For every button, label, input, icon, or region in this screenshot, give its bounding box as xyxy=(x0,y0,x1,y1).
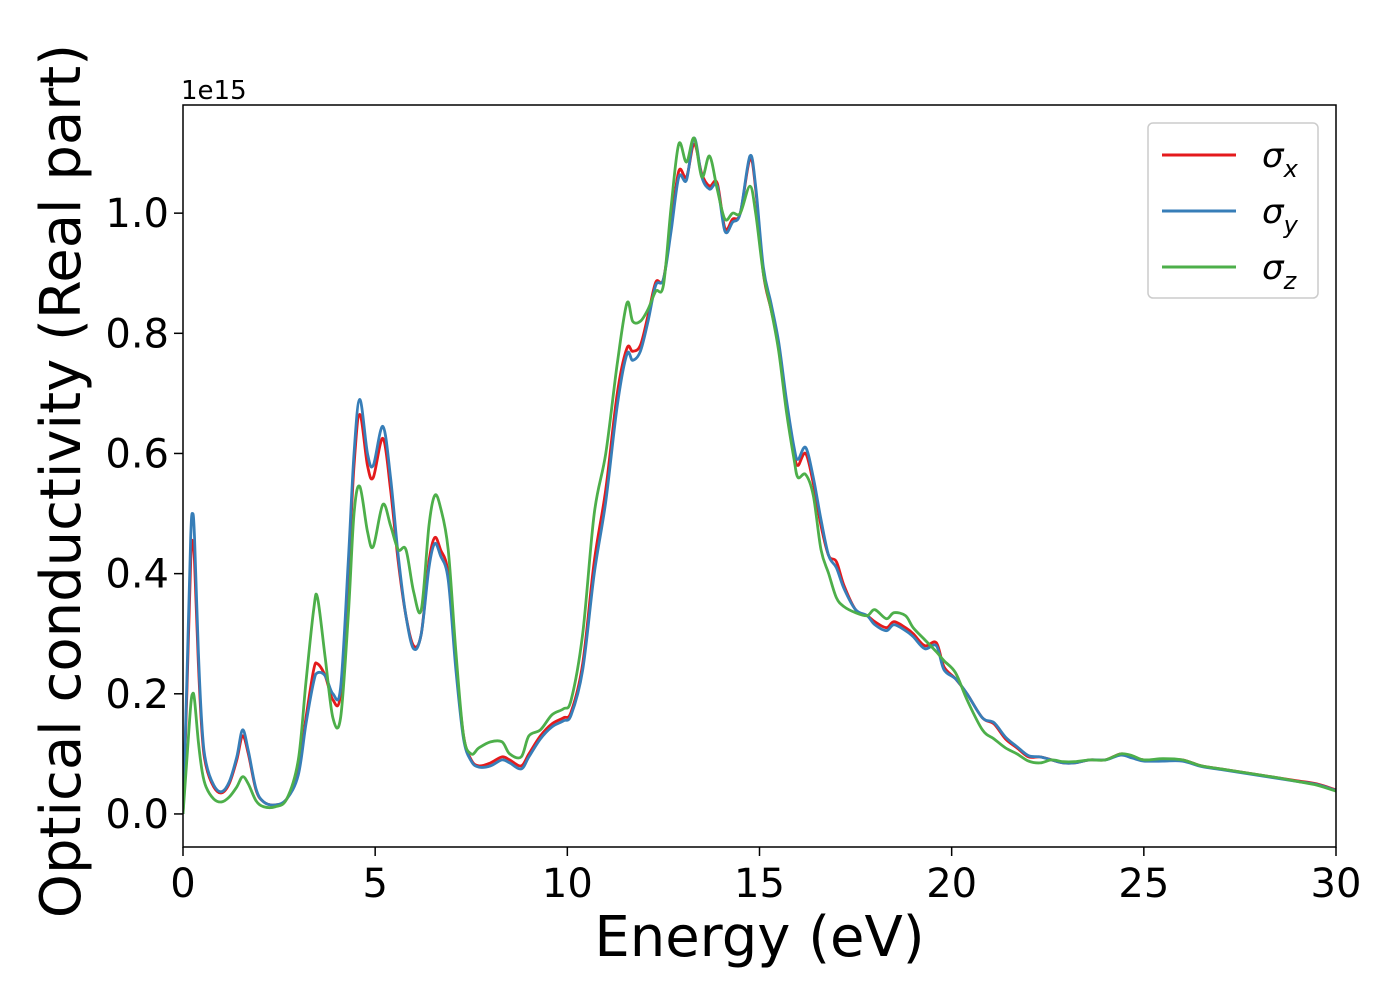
x-tick-label: 30 xyxy=(1311,861,1362,907)
y-tick-label: 0.6 xyxy=(105,431,169,477)
y-tick-label: 1.0 xyxy=(105,191,169,237)
y-tick-label: 0.8 xyxy=(105,311,169,357)
y-axis-ticks: 0.0 0.2 0.4 0.6 0.8 1.0 xyxy=(105,191,183,838)
x-tick-label: 0 xyxy=(170,861,195,907)
y-tick-label: 0.2 xyxy=(105,672,169,718)
x-tick-label: 20 xyxy=(926,861,977,907)
y-axis-offset-label: 1e15 xyxy=(181,76,247,106)
legend-label-x: σx xyxy=(1262,136,1299,183)
y-tick-label: 0.4 xyxy=(105,552,169,598)
y-axis-label: Optical conductivity (Real part) xyxy=(29,44,94,918)
legend-label-y: σy xyxy=(1262,192,1299,239)
series-line-y xyxy=(183,136,1336,815)
series-layer xyxy=(183,136,1336,815)
y-tick-label: 0.0 xyxy=(105,792,169,838)
x-tick-label: 15 xyxy=(734,861,785,907)
x-tick-label: 5 xyxy=(362,861,387,907)
series-line-z xyxy=(183,136,1336,815)
legend-label-z: σz xyxy=(1262,248,1298,295)
x-tick-label: 10 xyxy=(542,861,593,907)
legend: σx σy σz xyxy=(1147,122,1319,299)
x-axis-ticks: 0 5 10 15 20 25 30 xyxy=(170,847,1361,907)
x-tick-label: 25 xyxy=(1118,861,1169,907)
x-axis-label: Energy (eV) xyxy=(594,905,924,970)
